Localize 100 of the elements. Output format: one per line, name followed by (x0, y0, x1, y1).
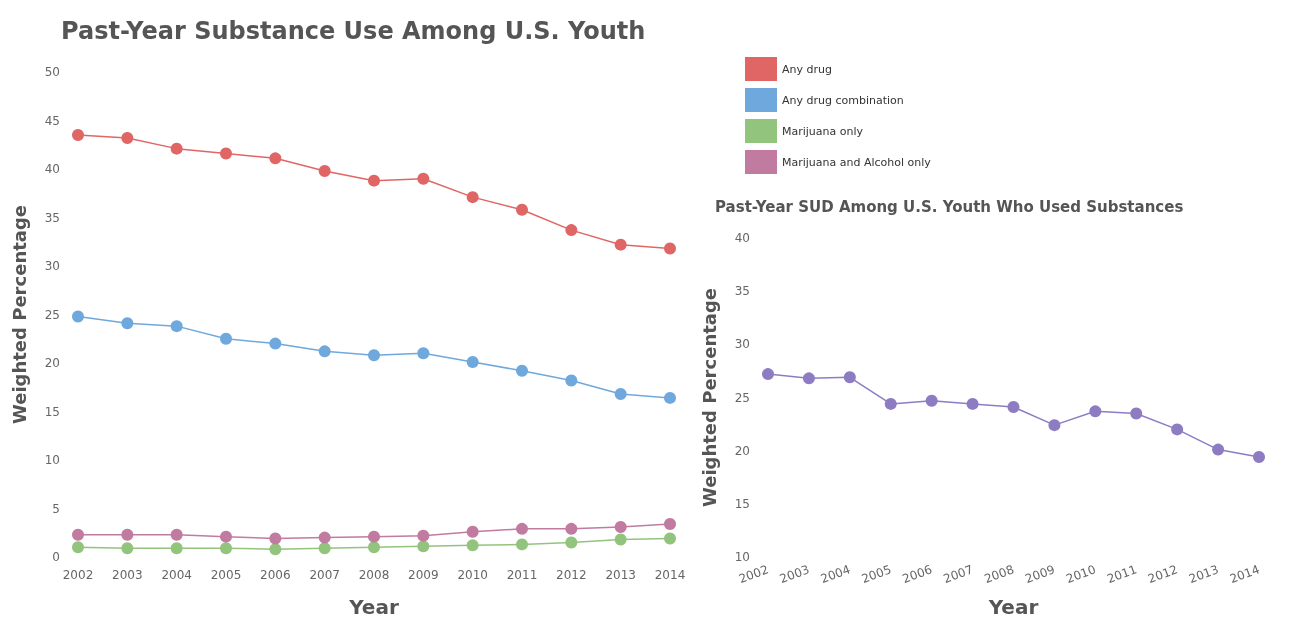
y-tick-label: 25 (734, 390, 750, 405)
point (318, 542, 331, 555)
point (664, 391, 676, 404)
point (170, 142, 183, 155)
y-tick-label: 20 (44, 356, 60, 370)
x-axis-title: Year (348, 595, 399, 619)
point (1253, 451, 1265, 464)
point (614, 520, 627, 533)
point (368, 349, 380, 362)
point (417, 529, 430, 542)
legend-label: Marijuana and Alcohol only (782, 155, 932, 169)
point (1130, 407, 1143, 420)
point (614, 238, 627, 251)
point (466, 525, 479, 538)
x-tick-label: 2005 (859, 562, 894, 587)
point (72, 129, 84, 142)
y-axis-title: Weighted Percentage (698, 287, 720, 508)
x-tick-label: 2006 (900, 562, 935, 587)
legend-label: Any drug combination (782, 93, 904, 107)
y-tick-label: 30 (44, 259, 60, 273)
y-tick-label: 20 (734, 443, 750, 458)
point (466, 191, 479, 204)
x-tick-label: 2003 (112, 568, 143, 582)
y-tick-label: 10 (734, 550, 750, 564)
x-tick-label: 2008 (982, 562, 1016, 587)
point (516, 538, 528, 551)
point (121, 131, 134, 144)
y-tick-label: 35 (44, 210, 60, 225)
point (614, 388, 627, 401)
y-tick-label: 40 (734, 231, 750, 245)
x-tick-label: 2012 (556, 568, 587, 582)
point (843, 371, 856, 384)
point (664, 242, 676, 255)
x-tick-label: 2009 (408, 568, 439, 582)
point (565, 522, 578, 535)
y-axis-title: Weighted Percentage (8, 204, 30, 425)
point (318, 531, 331, 544)
x-tick-label: 2010 (1064, 562, 1098, 587)
x-tick-label: 2002 (736, 562, 771, 587)
point (516, 203, 528, 216)
point (170, 320, 183, 333)
point (220, 147, 232, 160)
point (884, 397, 897, 410)
point (170, 542, 183, 555)
point (664, 532, 676, 545)
x-tick-label: 2008 (358, 568, 390, 582)
x-tick-label: 2010 (457, 568, 488, 582)
x-tick-label: 2014 (1227, 562, 1262, 587)
x-tick-label: 2003 (777, 562, 812, 587)
x-tick-label: 2004 (818, 562, 853, 587)
point (664, 518, 676, 531)
point (220, 542, 232, 555)
x-tick-label: 2009 (1023, 562, 1057, 587)
point (417, 540, 430, 553)
point (72, 541, 84, 554)
point (565, 536, 578, 549)
point (318, 345, 331, 358)
point (614, 533, 627, 546)
x-tick-label: 2005 (210, 568, 242, 582)
point (565, 374, 578, 387)
point (269, 337, 282, 350)
point (269, 152, 282, 165)
point (1007, 401, 1020, 414)
point (318, 164, 331, 177)
point (1089, 405, 1102, 418)
point (72, 528, 84, 541)
x-tick-label: 2006 (260, 568, 291, 582)
point (368, 530, 380, 543)
point (1212, 443, 1225, 456)
y-tick-label: 45 (44, 113, 60, 128)
point (762, 368, 774, 381)
legend-label: Any drug (782, 62, 832, 76)
point (417, 172, 430, 185)
x-tick-label: 2014 (654, 568, 686, 582)
point (466, 356, 479, 369)
point (269, 532, 282, 545)
y-tick-label: 15 (44, 404, 60, 419)
chart-title: Past-Year SUD Among U.S. Youth Who Used Substances (715, 197, 1184, 216)
point (121, 317, 134, 330)
point (966, 397, 979, 410)
y-tick-label: 15 (734, 496, 750, 511)
point (368, 541, 380, 554)
point (466, 539, 479, 552)
point (802, 372, 815, 385)
point (269, 543, 282, 556)
point (565, 224, 578, 237)
y-tick-label: 40 (44, 162, 60, 176)
y-tick-label: 5 (52, 501, 60, 516)
point (121, 528, 134, 541)
y-tick-label: 25 (44, 307, 60, 322)
y-tick-label: 35 (734, 284, 750, 299)
x-tick-label: 2002 (62, 568, 94, 582)
point (220, 332, 232, 345)
point (516, 364, 528, 377)
x-tick-label: 2004 (161, 568, 192, 582)
x-tick-label: 2012 (1146, 562, 1180, 587)
x-tick-label: 2007 (941, 562, 975, 587)
x-tick-label: 2007 (309, 568, 340, 582)
y-tick-label: 50 (44, 65, 60, 79)
point (925, 394, 938, 407)
